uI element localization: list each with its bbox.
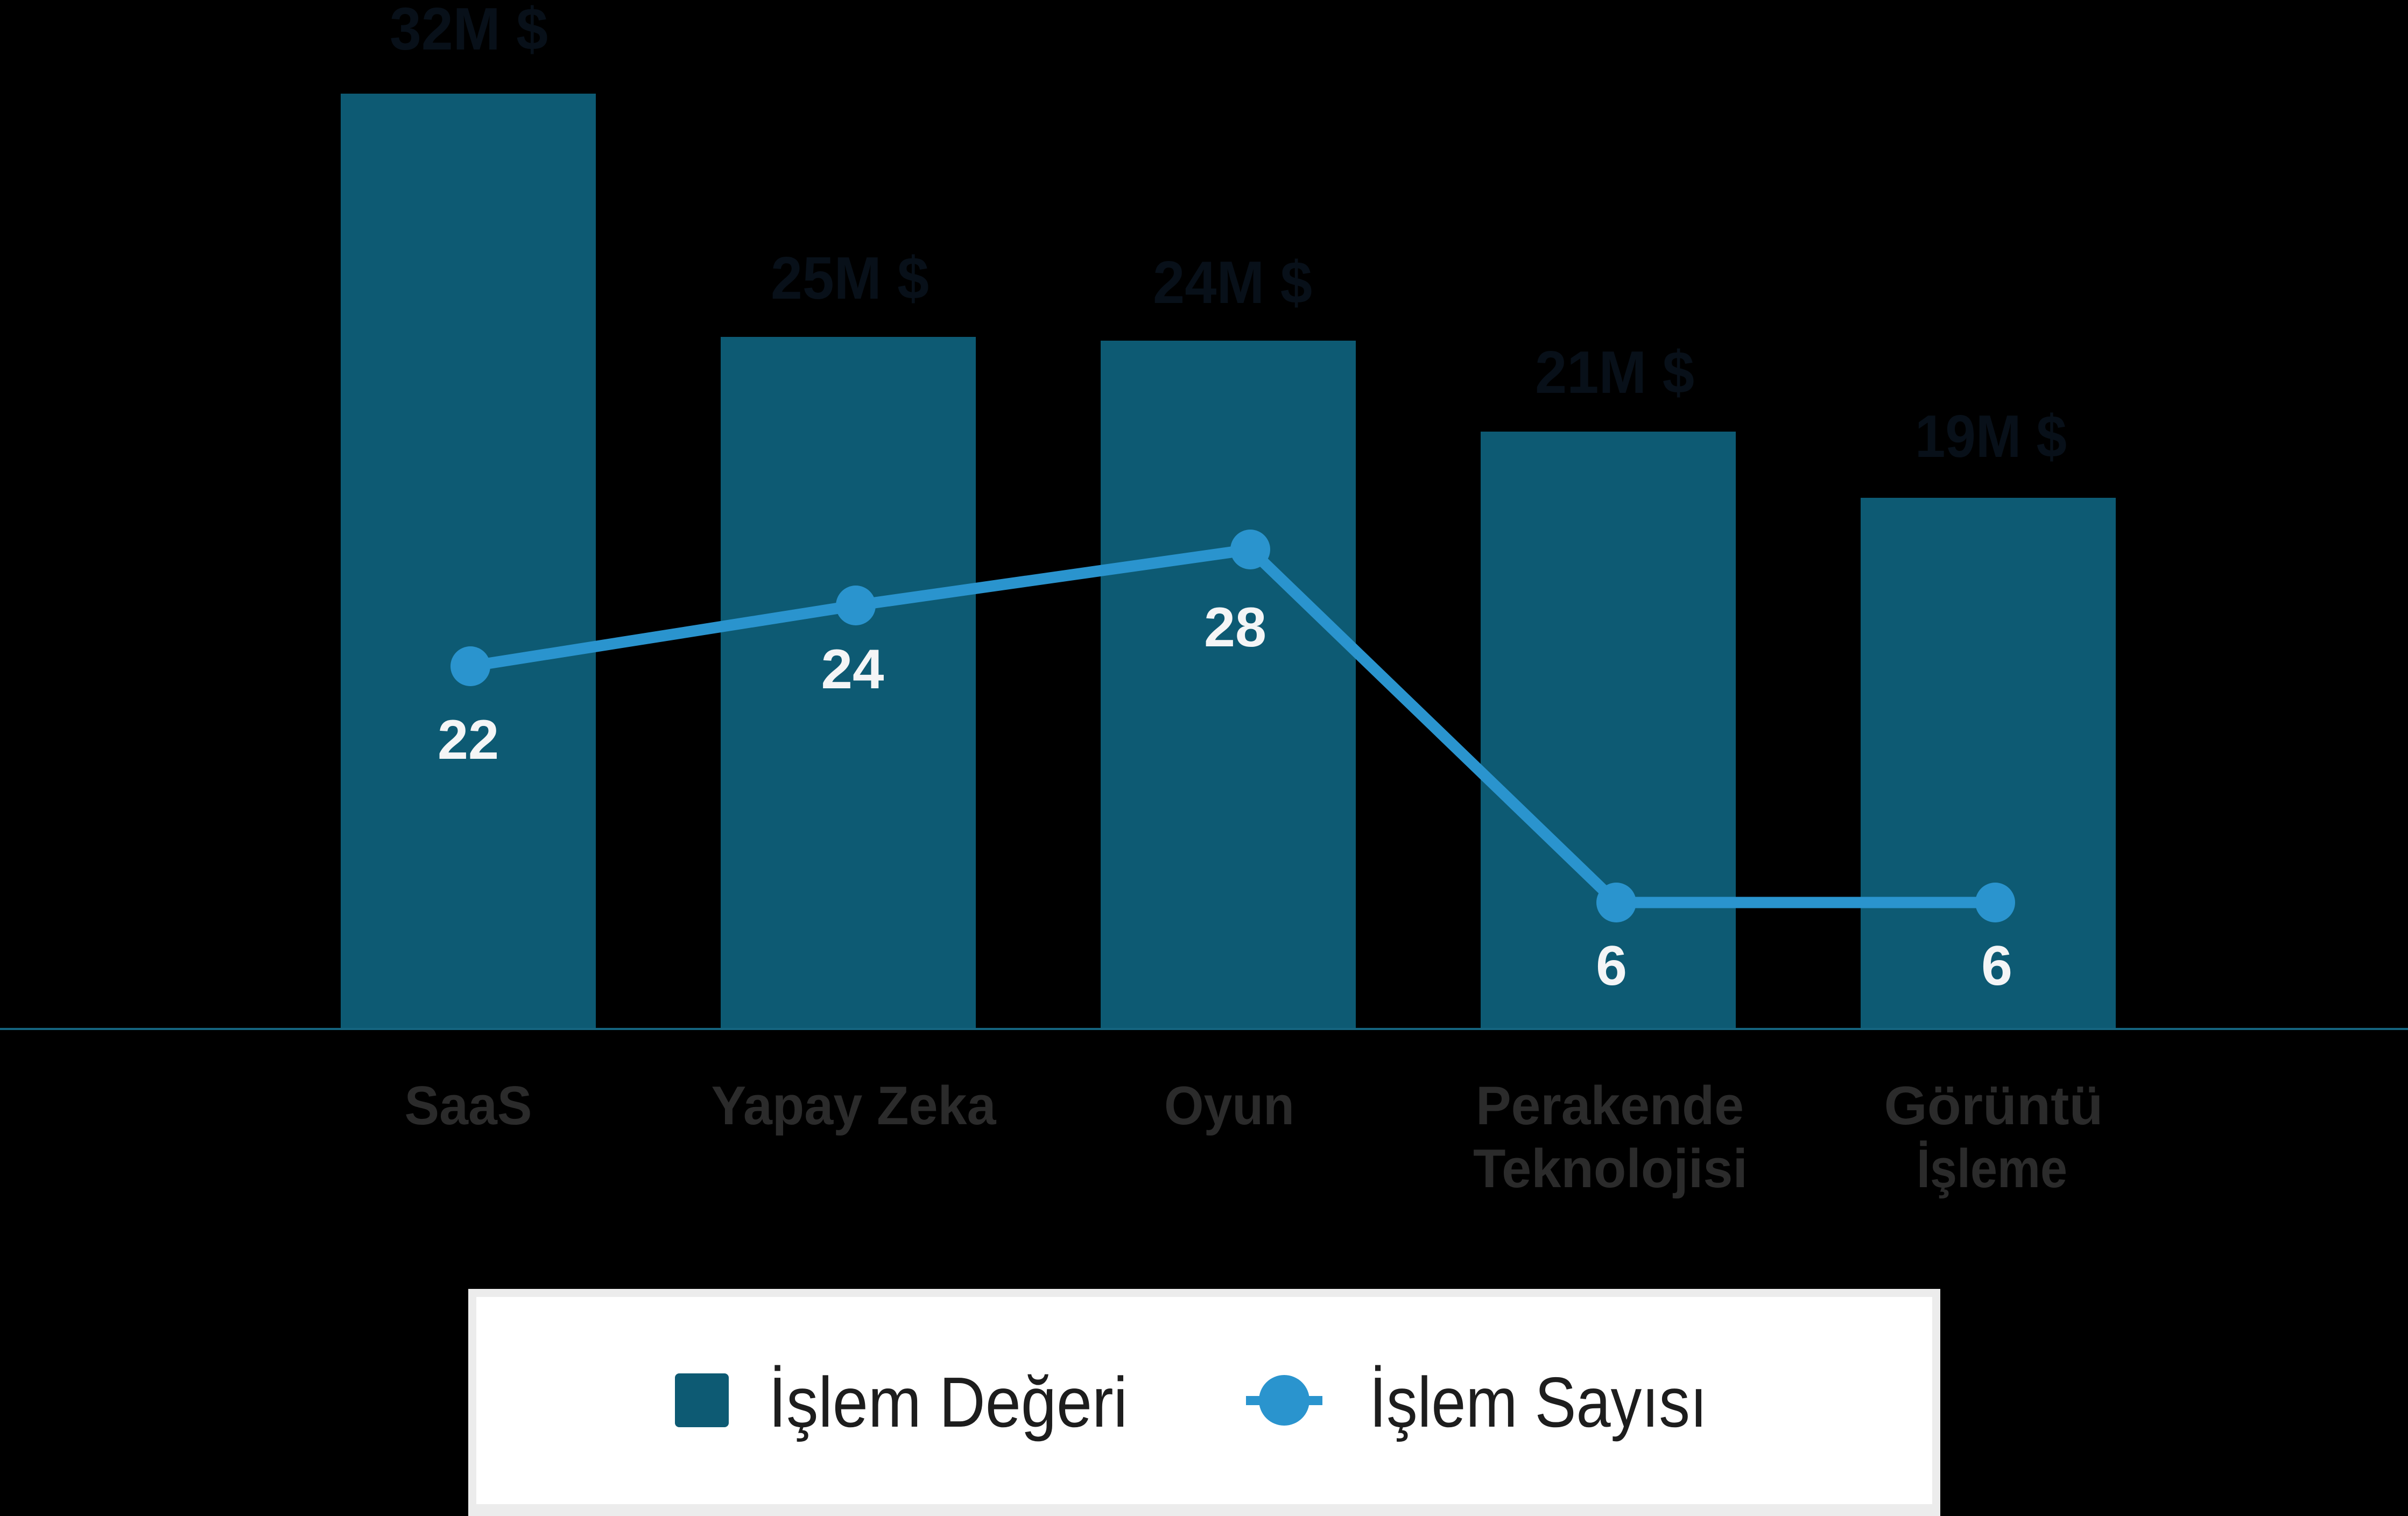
svg-text:25M $: 25M $ — [771, 245, 929, 312]
svg-text:21M $: 21M $ — [1535, 339, 1694, 406]
svg-text:İşleme: İşleme — [1917, 1139, 2067, 1199]
svg-text:32M $: 32M $ — [390, 0, 548, 62]
svg-text:Perakende: Perakende — [1476, 1076, 1744, 1136]
svg-text:28: 28 — [1204, 596, 1266, 659]
svg-text:İşlem Sayısı: İşlem Sayısı — [1369, 1363, 1707, 1442]
svg-text:6: 6 — [1981, 935, 2012, 997]
svg-text:Teknolojisi: Teknolojisi — [1473, 1139, 1748, 1199]
svg-text:Yapay Zeka: Yapay Zeka — [712, 1076, 997, 1136]
svg-text:İşlem Değeri: İşlem Değeri — [769, 1363, 1128, 1442]
svg-text:24M $: 24M $ — [1153, 249, 1312, 316]
svg-text:SaaS: SaaS — [405, 1076, 532, 1136]
svg-text:22: 22 — [438, 709, 499, 771]
svg-text:6: 6 — [1596, 935, 1627, 997]
svg-text:24: 24 — [821, 638, 884, 701]
svg-text:19M $: 19M $ — [1915, 403, 2067, 470]
svg-text:Görüntü: Görüntü — [1884, 1076, 2103, 1136]
svg-text:Oyun: Oyun — [1164, 1076, 1294, 1136]
